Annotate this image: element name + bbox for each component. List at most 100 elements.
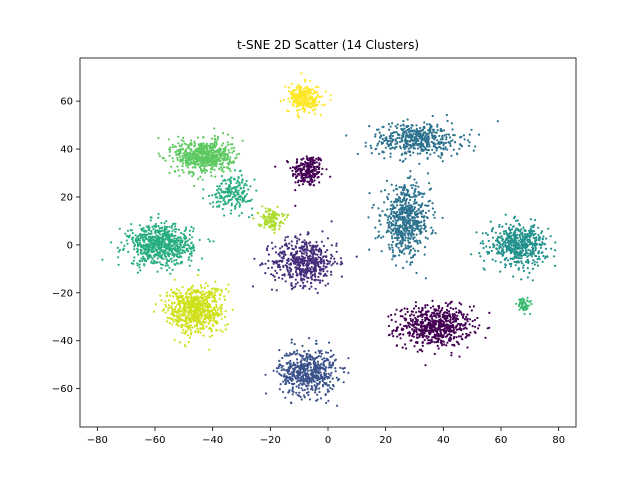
scatter-point xyxy=(212,164,215,167)
scatter-point xyxy=(513,249,517,252)
scatter-point xyxy=(442,144,445,147)
scatter-point xyxy=(305,155,308,158)
scatter-point xyxy=(178,174,181,177)
scatter-point xyxy=(236,193,239,196)
scatter-point xyxy=(446,341,449,344)
scatter-point xyxy=(180,255,183,258)
scatter-point xyxy=(537,250,540,253)
scatter-point xyxy=(274,269,277,272)
scatter-point xyxy=(510,251,513,254)
scatter-point xyxy=(138,259,141,262)
scatter-point xyxy=(300,168,303,171)
scatter-point xyxy=(284,379,287,382)
scatter-point xyxy=(142,229,146,232)
scatter-point xyxy=(530,241,534,244)
scatter-point xyxy=(142,257,145,260)
scatter-point xyxy=(330,366,333,369)
scatter-point xyxy=(295,242,299,245)
scatter-point xyxy=(192,159,195,162)
scatter-point xyxy=(306,233,309,236)
scatter-point xyxy=(278,252,281,255)
scatter-point xyxy=(247,216,251,219)
scatter-point xyxy=(301,383,304,386)
scatter-point xyxy=(341,262,344,265)
scatter-point xyxy=(435,149,438,152)
scatter-point xyxy=(290,244,293,247)
scatter-point xyxy=(314,371,317,374)
scatter-point xyxy=(451,128,454,131)
scatter-point xyxy=(136,247,139,250)
scatter-point xyxy=(412,247,415,250)
scatter-point xyxy=(292,370,295,373)
scatter-point xyxy=(443,129,446,132)
scatter-point xyxy=(176,165,179,168)
scatter-point xyxy=(302,180,305,183)
scatter-point xyxy=(509,242,512,245)
scatter-point xyxy=(101,258,104,261)
scatter-point xyxy=(408,222,411,225)
scatter-point xyxy=(456,153,459,156)
scatter-point xyxy=(168,171,171,175)
scatter-point xyxy=(411,208,414,211)
scatter-point xyxy=(159,233,162,236)
scatter-point xyxy=(405,199,408,202)
scatter-point xyxy=(327,399,330,402)
scatter-point xyxy=(285,352,288,355)
scatter-point xyxy=(522,264,525,267)
scatter-point xyxy=(537,255,541,258)
scatter-point xyxy=(174,263,177,266)
scatter-point xyxy=(440,329,443,332)
scatter-point xyxy=(517,243,520,246)
scatter-point xyxy=(164,234,167,237)
scatter-point xyxy=(259,264,262,267)
scatter-point xyxy=(324,250,327,254)
scatter-point xyxy=(441,323,444,326)
scatter-point xyxy=(487,251,490,254)
scatter-point xyxy=(385,179,388,182)
scatter-point xyxy=(486,250,489,253)
scatter-point xyxy=(169,258,172,261)
scatter-point xyxy=(449,339,452,342)
scatter-point xyxy=(142,227,145,230)
scatter-point xyxy=(302,176,305,179)
scatter-point xyxy=(158,250,162,253)
scatter-point xyxy=(435,312,438,315)
scatter-point xyxy=(517,268,520,271)
scatter-point xyxy=(312,380,315,383)
scatter-point xyxy=(287,260,290,263)
scatter-point xyxy=(333,260,336,263)
scatter-point xyxy=(422,125,425,129)
scatter-point xyxy=(166,225,169,229)
scatter-point xyxy=(441,319,444,322)
scatter-point xyxy=(411,256,414,259)
scatter-point xyxy=(534,232,537,235)
scatter-point xyxy=(554,249,557,252)
scatter-point xyxy=(316,291,319,295)
scatter-point xyxy=(229,180,232,183)
scatter-point xyxy=(427,137,430,141)
scatter-point xyxy=(402,333,405,336)
scatter-point xyxy=(146,253,149,256)
scatter-point xyxy=(528,239,532,242)
scatter-point xyxy=(422,149,425,152)
scatter-point xyxy=(355,255,358,258)
scatter-point xyxy=(167,230,170,233)
scatter-point xyxy=(230,209,233,212)
scatter-point xyxy=(193,249,196,252)
scatter-point xyxy=(299,377,302,380)
scatter-point xyxy=(407,201,410,204)
scatter-point xyxy=(282,265,285,269)
scatter-point xyxy=(408,229,411,233)
scatter-point xyxy=(309,358,312,361)
scatter-point xyxy=(237,184,240,187)
scatter-point xyxy=(318,387,321,390)
scatter-point xyxy=(330,270,333,273)
scatter-point xyxy=(200,171,204,174)
scatter-point xyxy=(420,212,423,215)
scatter-point xyxy=(303,362,306,365)
scatter-point xyxy=(414,249,417,252)
scatter-point xyxy=(418,335,421,338)
scatter-point xyxy=(290,287,293,291)
scatter-point xyxy=(306,176,309,179)
scatter-point xyxy=(426,216,429,219)
